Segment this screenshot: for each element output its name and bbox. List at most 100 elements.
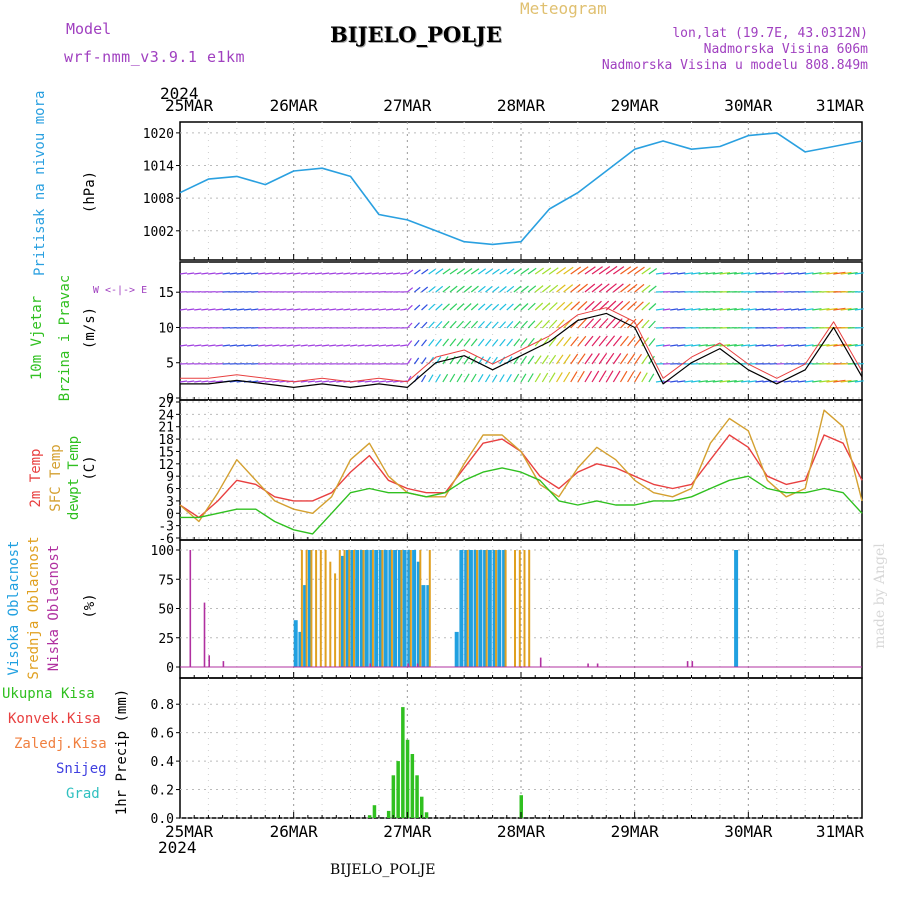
wind-arrow (222, 272, 230, 275)
mid-cloud-bar (476, 550, 479, 667)
wind-arrow (520, 355, 527, 365)
wind-arrow (769, 344, 778, 347)
wind-arrow (627, 353, 636, 365)
wind-arrow (428, 268, 436, 275)
pressure-label: Pritisak na nivou mora (32, 90, 48, 276)
wind-arrow (691, 380, 701, 383)
y-tick-label: 12 (158, 458, 174, 473)
wind-arrow (293, 272, 301, 275)
wind-arrow (584, 300, 595, 311)
high-cloud-bar (492, 550, 497, 667)
mid-cloud-bar (315, 550, 318, 667)
wind-arrow (790, 272, 799, 275)
time-label-bottom: 27MAR (383, 822, 432, 841)
wind-arrow (805, 344, 814, 347)
wind-arrow (321, 344, 330, 347)
y-tick-label: 24 (158, 408, 174, 423)
wind-arrow (833, 271, 846, 275)
wind-arrow (307, 344, 315, 347)
wind-arrow (584, 335, 594, 347)
wind-arrow (769, 308, 778, 311)
wind-arrow (605, 317, 616, 329)
wind-arrow (428, 303, 436, 311)
mid-cloud-bar (466, 550, 469, 667)
model-label: Model (66, 20, 112, 38)
y-tick-label: 0.6 (151, 727, 174, 742)
high-cloud-bar (393, 550, 398, 667)
wind-arrow (520, 303, 529, 311)
wind-arrow (684, 308, 693, 311)
wind-arrow (776, 308, 784, 311)
wind-arrow (343, 272, 351, 275)
wind-arrow (670, 308, 678, 311)
high-cloud-bar (464, 550, 469, 667)
dewpt-line (180, 467, 863, 535)
wind-arrow (541, 319, 550, 329)
wind-arrow (648, 338, 656, 347)
wind-arrow (648, 268, 658, 275)
wind-arrow (243, 308, 252, 311)
wind-arrow (712, 272, 723, 275)
wind-arrow (840, 343, 852, 347)
wind-arrow (442, 303, 450, 311)
wind-arrow (584, 370, 593, 383)
wind-arrow (734, 308, 744, 311)
wind-arrow (726, 380, 737, 383)
wind-arrow (783, 344, 792, 347)
y-tick-label: 0 (166, 392, 174, 407)
wind-arrow (421, 268, 429, 275)
lonlat-label: lon,lat (19.7E, 43.0312N) (672, 26, 868, 41)
wind-arrow (670, 344, 678, 347)
wind-arrow (655, 344, 665, 347)
wind-arrow (819, 272, 830, 275)
wind-arrow (406, 269, 414, 275)
high-cloud-bar (468, 550, 473, 667)
wind-arrow (265, 380, 273, 383)
wind-arrow (506, 320, 514, 329)
wind-arrow (762, 344, 771, 347)
wind-label-1: 10m Vjetar (29, 295, 45, 381)
wind-arrow (598, 318, 609, 329)
wind-arrow (357, 380, 365, 383)
wind-arrow (698, 272, 708, 275)
mid-cloud-bar (310, 550, 313, 667)
wind-arrow (691, 308, 701, 311)
wind-arrow (435, 373, 441, 383)
wind-arrow (698, 344, 708, 347)
wind-arrow (591, 283, 603, 293)
mid-cloud-bar (353, 550, 355, 667)
wind-arrow (570, 301, 581, 311)
wind-arrow (208, 344, 216, 347)
time-label-top: 27MAR (383, 96, 432, 115)
wind-arrow (641, 302, 651, 311)
wind-arrow (591, 335, 601, 347)
wind-arrow (499, 338, 506, 347)
wind-arrow (492, 286, 500, 293)
model-elevation-label: Nadmorska Visina u modelu 808.849m (601, 58, 868, 73)
panel-frames (179, 121, 863, 819)
wind-arrow (364, 308, 372, 311)
wind-arrow (236, 272, 245, 275)
cloud-label-2: Srednja Oblacnost (26, 536, 42, 680)
high-cloud-bar (483, 550, 488, 667)
wind-arrow (300, 380, 308, 383)
wind-arrow (250, 308, 259, 311)
wind-arrow (520, 373, 527, 383)
grid-lines (180, 122, 862, 819)
mid-cloud-bar (504, 550, 507, 667)
wind-arrow (556, 284, 566, 293)
wind-arrow (343, 308, 351, 311)
wind-arrow (556, 301, 566, 311)
wind-arrow (527, 320, 536, 329)
precip-bar (401, 707, 405, 818)
wind-arrow (421, 286, 429, 293)
wind-arrow (187, 380, 195, 383)
wind-arrow (748, 272, 757, 275)
wind-arrow (456, 320, 464, 329)
wind-arrow (840, 271, 852, 275)
wind-arrow (393, 272, 401, 275)
wind-arrow (840, 379, 852, 383)
wind-arrow (286, 308, 294, 311)
high-cloud-bar (407, 550, 412, 667)
